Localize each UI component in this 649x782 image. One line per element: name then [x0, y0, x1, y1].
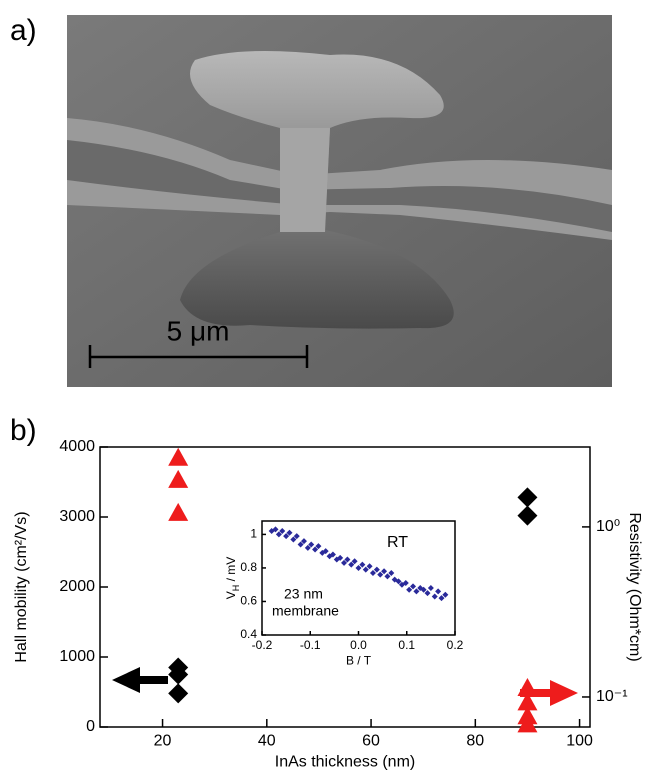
y-tick-label: 0.8 [240, 560, 257, 574]
annotation: 23 nm [284, 586, 323, 602]
y-tick-label: 1 [250, 527, 257, 541]
x-tick-label: 0.1 [398, 638, 415, 652]
y-axis-label-part: V [224, 591, 238, 599]
data-point [168, 683, 188, 703]
y-tick-label: 4000 [59, 438, 95, 455]
y2-tick-label: 10⁰ [596, 518, 620, 535]
data-point [517, 487, 537, 507]
data-point [517, 506, 537, 526]
data-point [168, 503, 188, 521]
y2-tick-label: 10⁻¹ [596, 688, 628, 705]
x-tick-label: 40 [258, 733, 276, 750]
x-tick-label: 0.2 [447, 638, 464, 652]
x-tick-label: 80 [466, 733, 484, 750]
scale-bar-label: 5 μm [167, 315, 230, 346]
annotation: membrane [272, 603, 339, 619]
x-axis-label: InAs thickness (nm) [275, 753, 415, 770]
y-tick-label: 0 [86, 718, 95, 735]
y2-axis-label: Resistivity (Ohm*cm) [626, 512, 643, 661]
y-axis-label: VH / mV [224, 557, 241, 600]
panel-label: a) [10, 14, 37, 47]
sem-image: 5 μm [67, 15, 612, 387]
data-point [168, 448, 188, 466]
figure: a) 5 μm b) 20406080100010002000300040001… [0, 0, 649, 782]
panel-label: b) [10, 414, 37, 447]
x-axis-label: B / T [346, 654, 372, 668]
x-tick-label: 0.0 [350, 638, 367, 652]
annotation: RT [387, 534, 408, 551]
data-point [168, 470, 188, 488]
x-tick-label: 20 [154, 733, 172, 750]
x-tick-label: 100 [566, 733, 593, 750]
y-tick-label: 3000 [59, 508, 95, 525]
x-tick-label: 60 [362, 733, 380, 750]
y-tick-label: 0.4 [240, 627, 257, 641]
y-tick-label: 2000 [59, 578, 95, 595]
y-tick-label: 0.6 [240, 594, 257, 608]
y-axis-label: Hall mobility (cm²/Vs) [13, 511, 30, 662]
y-axis-label-part: / mV [224, 557, 238, 585]
x-tick-label: -0.1 [300, 638, 321, 652]
y-tick-label: 1000 [59, 648, 95, 665]
